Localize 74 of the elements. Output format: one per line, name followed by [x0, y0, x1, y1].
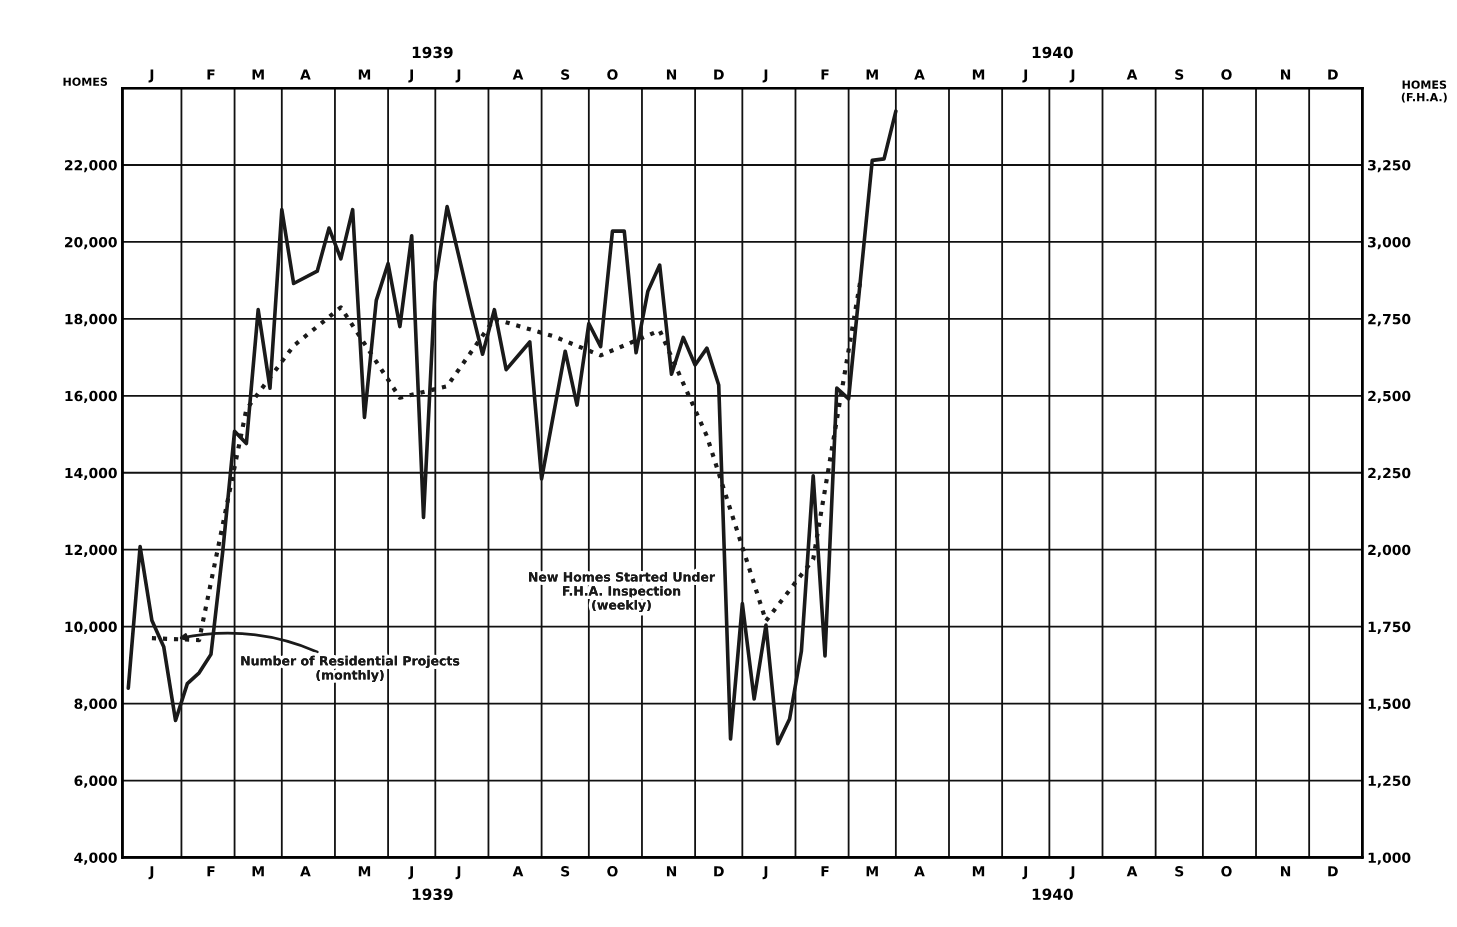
category-label: M	[866, 866, 878, 877]
y2-tick-label: 2,500	[1368, 390, 1411, 404]
y-tick-label: 10,000	[65, 621, 117, 634]
category-label: J	[1022, 866, 1028, 880]
category-label: A	[1126, 866, 1138, 877]
text: 1940	[1032, 46, 1073, 59]
y2-tick-label: 2,250	[1368, 467, 1411, 481]
x-tick-label: J	[1069, 69, 1075, 83]
x-tick-label: A	[512, 69, 524, 80]
text: 1940	[1032, 888, 1073, 901]
y2-tick-label: 3,000	[1368, 236, 1411, 250]
y-tick-label: 20,000	[65, 236, 117, 250]
text: 1939	[412, 46, 453, 59]
y-tick-label: 18,000	[65, 313, 117, 327]
category-label: J	[1069, 866, 1075, 880]
y2-tick-label: 1,750	[1368, 621, 1411, 634]
x-tick-label: N	[666, 69, 677, 80]
x-tick-label: S	[1175, 69, 1184, 80]
x-tick-label: J	[762, 69, 768, 83]
category-label: N	[666, 866, 677, 877]
y2-tick-label: 1,500	[1368, 698, 1411, 711]
y2-tick-label: 3,250	[1368, 159, 1411, 173]
y2-axis-title: HOMES (F.H.A.)	[1401, 80, 1447, 103]
x-tick-label: A	[914, 69, 925, 80]
category-label: D	[1328, 866, 1338, 877]
y-tick-label: 14,000	[65, 467, 117, 481]
x-tick-label: J	[408, 69, 413, 83]
y-axis-title: HOMES	[63, 77, 108, 86]
category-label: M	[972, 866, 985, 877]
x-tick-label: D	[1328, 69, 1338, 80]
x-tick-label: M	[252, 69, 264, 80]
x-tick-label: O	[607, 69, 618, 80]
y2-tick-label: 2,000	[1368, 544, 1411, 557]
category-label: M	[358, 866, 371, 877]
y-tick-label: 12,000	[65, 544, 117, 557]
category-label: J	[762, 866, 768, 880]
category-label: O	[1221, 866, 1232, 877]
y2-tick-label: 1,250	[1368, 775, 1411, 788]
category-label: A	[512, 866, 524, 877]
x-tick-label: J	[1022, 69, 1028, 83]
category-label: N	[1281, 866, 1291, 877]
x-tick-label: A	[300, 69, 311, 80]
y-tick-label: 16,000	[65, 390, 117, 404]
category-label: F	[207, 866, 215, 877]
category-label: M	[252, 866, 264, 877]
category-label: J	[408, 866, 413, 880]
x-tick-label: M	[866, 69, 878, 80]
category-label: A	[300, 866, 311, 877]
category-label: J	[148, 866, 154, 880]
x-tick-label: J	[455, 69, 461, 83]
y2-tick-label: 1,000	[1368, 852, 1411, 865]
y2-tick-label: 2,750	[1368, 313, 1411, 327]
text: 1939	[412, 888, 453, 901]
x-tick-label: N	[1281, 69, 1291, 80]
category-label: J	[455, 866, 461, 880]
y-tick-label: 4,000	[74, 852, 117, 865]
x-tick-label: M	[358, 69, 371, 80]
x-tick-label: M	[972, 69, 985, 80]
category-label: F	[821, 866, 829, 877]
y-tick-label: 8,000	[74, 698, 117, 711]
x-tick-label: F	[821, 69, 829, 80]
category-label: A	[914, 866, 925, 877]
x-tick-label: A	[1126, 69, 1138, 80]
x-tick-label: J	[148, 69, 154, 83]
x-tick-label: S	[561, 69, 570, 80]
x-tick-label: O	[1221, 69, 1232, 80]
category-label: O	[607, 866, 618, 877]
y-tick-label: 22,000	[65, 159, 117, 173]
x-tick-label: F	[207, 69, 215, 80]
category-label: D	[714, 866, 724, 877]
category-label: S	[561, 866, 570, 877]
x-tick-label: D	[714, 69, 724, 80]
category-label: S	[1175, 866, 1184, 877]
y-tick-label: 6,000	[74, 775, 117, 788]
